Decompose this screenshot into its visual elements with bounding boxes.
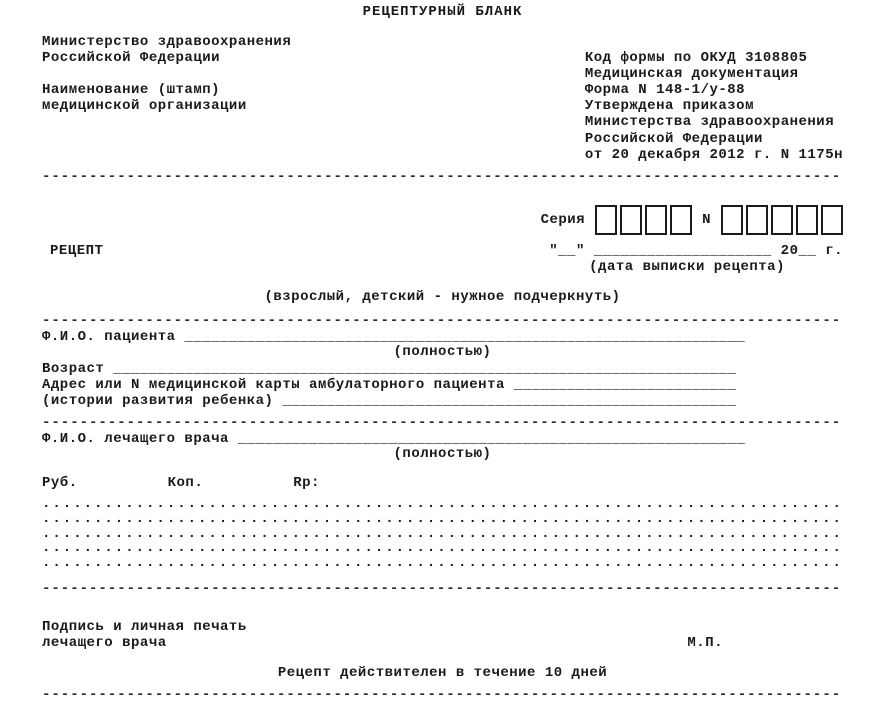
- form-title: РЕЦЕПТУРНЫЙ БЛАНК: [42, 4, 843, 20]
- header-right: Код формы по ОКУД 3108805 Медицинская до…: [585, 34, 843, 163]
- series-boxes-right: [721, 205, 843, 235]
- signature-row: Подпись и личная печать лечащего врача М…: [42, 619, 843, 651]
- kop-label: Коп.: [168, 475, 204, 491]
- fio-patient-caption: (полностью): [42, 345, 843, 359]
- rx-line[interactable]: ........................................…: [42, 527, 843, 542]
- rx-line[interactable]: ........................................…: [42, 556, 843, 571]
- age-row: Возраст ________________________________…: [42, 361, 843, 377]
- divider: ----------------------------------------…: [42, 415, 843, 431]
- fio-doctor-label: Ф.И.О. лечащего врача: [42, 431, 238, 447]
- divider: ----------------------------------------…: [42, 313, 843, 329]
- fio-doctor-caption: (полностью): [42, 447, 843, 461]
- stamp-label: М.П.: [687, 635, 723, 651]
- age-label: Возраст: [42, 361, 113, 377]
- number-box[interactable]: [746, 205, 768, 235]
- rx-line[interactable]: ........................................…: [42, 497, 843, 512]
- rx-line[interactable]: ........................................…: [42, 541, 843, 556]
- signature-label: Подпись и личная печать лечащего врача: [42, 619, 247, 651]
- rx-line[interactable]: ........................................…: [42, 512, 843, 527]
- series-boxes-left: [595, 205, 692, 235]
- header-left: Министерство здравоохранения Российской …: [42, 34, 291, 163]
- fio-doctor-row: Ф.И.О. лечащего врача __________________…: [42, 431, 843, 447]
- header-block: Министерство здравоохранения Российской …: [42, 34, 843, 163]
- series-box[interactable]: [645, 205, 667, 235]
- fio-patient-row: Ф.И.О. пациента ________________________…: [42, 329, 843, 345]
- date-caption: (дата выписки рецепта): [42, 259, 843, 275]
- prescription-form: РЕЦЕПТУРНЫЙ БЛАНК Министерство здравоохр…: [0, 0, 885, 674]
- divider: ----------------------------------------…: [42, 581, 843, 597]
- divider-bottom: ----------------------------------------…: [42, 687, 843, 703]
- rub-kop-rp-row: Руб. Коп. Rp:: [42, 475, 843, 491]
- patient-type-note: (взрослый, детский - нужное подчеркнуть): [42, 289, 843, 305]
- number-box[interactable]: [821, 205, 843, 235]
- age-field[interactable]: ________________________________________…: [113, 361, 736, 377]
- rub-label: Руб.: [42, 475, 78, 491]
- recept-row: РЕЦЕПТ "__" ____________________ 20__ г.: [42, 243, 843, 259]
- series-n-separator: N: [702, 212, 711, 228]
- address-label: Адрес или N медицинской карты амбулаторн…: [42, 377, 514, 393]
- number-box[interactable]: [771, 205, 793, 235]
- series-box[interactable]: [595, 205, 617, 235]
- fio-patient-label: Ф.И.О. пациента: [42, 329, 184, 345]
- fio-patient-field[interactable]: ________________________________________…: [184, 329, 745, 345]
- recept-label: РЕЦЕПТ: [50, 243, 103, 259]
- series-label: Серия: [541, 212, 586, 228]
- fio-doctor-field[interactable]: ________________________________________…: [238, 431, 745, 447]
- rp-label: Rp:: [293, 475, 320, 491]
- address-field[interactable]: _________________________: [514, 377, 737, 393]
- history-row: (истории развития ребенка) _____________…: [42, 393, 843, 409]
- series-row: Серия N: [42, 205, 843, 235]
- series-box[interactable]: [620, 205, 642, 235]
- series-box[interactable]: [670, 205, 692, 235]
- history-field[interactable]: ________________________________________…: [282, 393, 736, 409]
- date-blank[interactable]: "__" ____________________ 20__ г.: [549, 243, 843, 259]
- number-box[interactable]: [796, 205, 818, 235]
- address-row: Адрес или N медицинской карты амбулаторн…: [42, 377, 843, 393]
- number-box[interactable]: [721, 205, 743, 235]
- history-label: (истории развития ребенка): [42, 393, 282, 409]
- validity-note: Рецепт действителен в течение 10 дней: [42, 665, 843, 681]
- divider-top: ----------------------------------------…: [42, 169, 843, 185]
